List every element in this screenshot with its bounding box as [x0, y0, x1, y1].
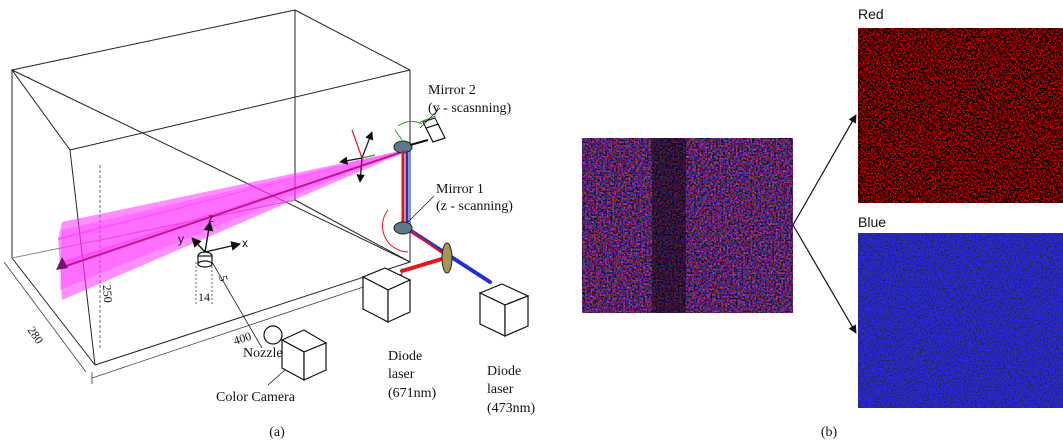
laser-sheet-core [60, 150, 405, 290]
laser-sheet-lower [60, 152, 405, 300]
scan-direction-arrows [339, 129, 376, 183]
x-axis-arrow [204, 241, 241, 253]
z-axis-label: z [208, 211, 214, 225]
arrow-to-blue [792, 224, 857, 334]
mirror-2-label-line1: Mirror 2 [428, 83, 476, 98]
panel-a: z y x Mirror 2 (y - scasnning) [3, 9, 536, 440]
x-axis-label: x [242, 236, 248, 250]
red-laser-cube [361, 267, 412, 323]
nozzle-leader-line [211, 261, 263, 349]
caption-b: (b) [821, 425, 838, 440]
blue-laser-cube [478, 283, 530, 337]
red-channel-title: Red [858, 6, 884, 22]
laser-blue-label-line1: Diode [487, 364, 521, 379]
z-axis-arrow [203, 221, 214, 253]
dichroic-lens [441, 242, 453, 274]
mirror-1-scan-arc [382, 209, 409, 253]
laser-blue-label-line3: (473nm) [487, 401, 536, 416]
y-axis-label: y [178, 232, 184, 246]
mirror-1-label-line1: Mirror 1 [436, 182, 484, 197]
laser-sheet-center-line [59, 150, 406, 269]
dim-depth-label: 280 [25, 324, 47, 347]
nozzle-label: Nozzle [243, 346, 283, 361]
tank-box [10, 9, 411, 366]
arrow-to-red [792, 114, 857, 226]
laser-red-label-line2: laser [388, 367, 415, 382]
mirror-1 [382, 209, 413, 253]
mirror-1-label-line2: (z - scanning) [436, 199, 513, 214]
laser-red-label-line3: (671nm) [388, 386, 437, 401]
dim-5-label: 5 [216, 274, 231, 282]
mirror-2-label-line2: (y - scasnning) [428, 101, 512, 116]
dim-width-label: 400 [232, 329, 253, 348]
mirror-2-leader [419, 107, 441, 129]
camera-label: Color Camera [216, 390, 296, 405]
y-axis-arrow [191, 237, 206, 253]
mixed-image-dark-band [652, 138, 686, 313]
dim-14-label: 14 [198, 290, 210, 304]
laser-blue-label-line2: laser [487, 382, 514, 397]
mixed-image [582, 138, 793, 313]
dim-height-label: 250 [100, 284, 115, 303]
color-camera [263, 325, 328, 382]
mirror-2 [393, 115, 446, 154]
blue-channel-image [858, 233, 1063, 408]
panel-b: Red Blue (b) [582, 6, 1063, 440]
blue-channel-title: Blue [858, 214, 886, 230]
laser-red-label-line1: Diode [388, 349, 422, 364]
laser-sheet [56, 150, 406, 300]
red-beam-diagonal [400, 256, 447, 273]
coordinate-axes [191, 221, 241, 253]
red-channel-image [858, 28, 1063, 203]
camera-leader [267, 369, 286, 386]
sheet-end-marker [56, 257, 68, 270]
red-beam-combined [407, 228, 446, 256]
mirror-1-leader [407, 195, 435, 223]
caption-a: (a) [269, 425, 285, 440]
